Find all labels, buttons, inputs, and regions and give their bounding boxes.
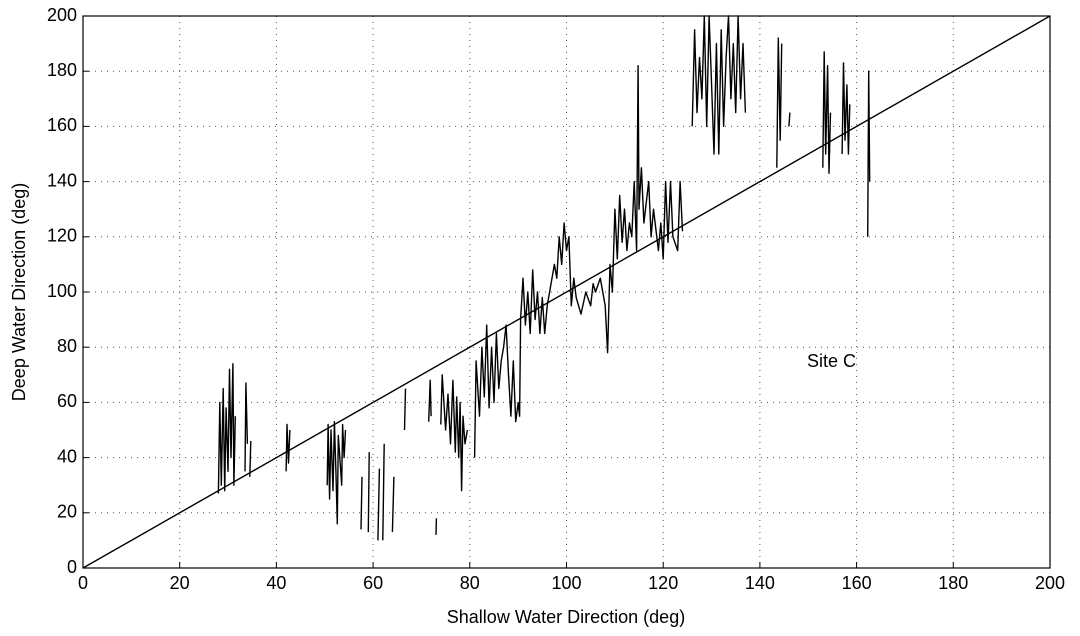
x-axis-label: Shallow Water Direction (deg)	[447, 607, 685, 627]
y-axis-label: Deep Water Direction (deg)	[9, 183, 29, 401]
y-tick-label: 100	[47, 281, 77, 301]
data-line	[217, 15, 871, 541]
y-tick-label: 120	[47, 226, 77, 246]
x-tick-label: 60	[363, 573, 383, 593]
y-tick-label: 200	[47, 5, 77, 25]
x-tick-label: 80	[460, 573, 480, 593]
x-tick-label: 20	[170, 573, 190, 593]
y-tick-label: 40	[57, 446, 77, 466]
y-tick-label: 0	[67, 557, 77, 577]
annotation: Site C	[807, 351, 856, 371]
y-tick-label: 160	[47, 115, 77, 135]
y-tick-label: 60	[57, 391, 77, 411]
y-tick-label: 80	[57, 336, 77, 356]
plot-frame	[82, 15, 1051, 569]
y-tick-label: 20	[57, 502, 77, 522]
x-tick-label: 180	[938, 573, 968, 593]
x-tick-label: 0	[78, 573, 88, 593]
x-tick-label: 160	[842, 573, 872, 593]
x-tick-label: 40	[266, 573, 286, 593]
x-tick-label: 120	[648, 573, 678, 593]
x-tick-label: 200	[1035, 573, 1065, 593]
data-line	[82, 15, 1051, 569]
y-tick-label: 140	[47, 170, 77, 190]
x-tick-label: 140	[745, 573, 775, 593]
y-tick-label: 180	[47, 60, 77, 80]
x-tick-label: 100	[551, 573, 581, 593]
